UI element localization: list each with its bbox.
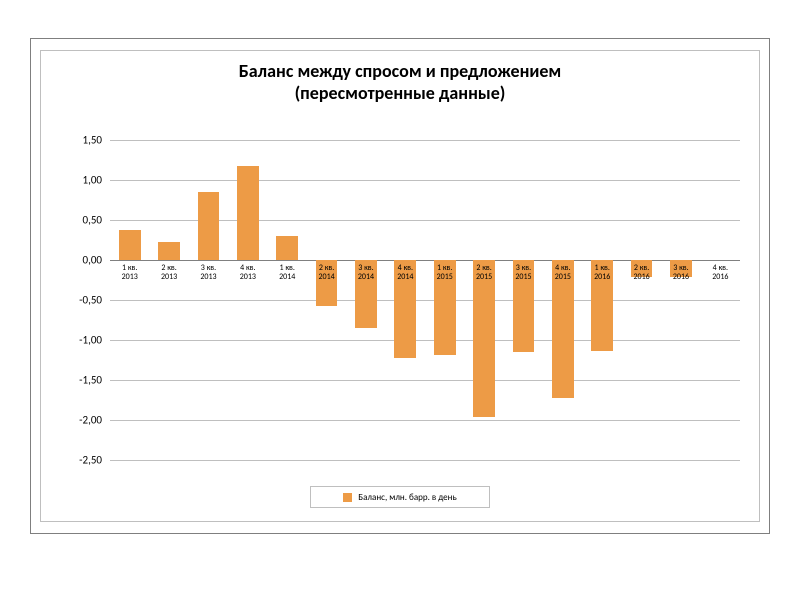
- category-label: 1 кв.2013: [110, 264, 149, 282]
- data-bar: [237, 166, 259, 260]
- y-axis-label: 1,50: [60, 134, 102, 147]
- category-label: 2 кв.2016: [622, 264, 661, 282]
- y-axis-label: -0,50: [60, 294, 102, 307]
- data-bar: [276, 236, 298, 260]
- data-bar: [119, 230, 141, 260]
- category-label: 3 кв.2013: [189, 264, 228, 282]
- chart-title: Баланс между спросом и предложением (пер…: [41, 51, 759, 104]
- chart-plot-area: [110, 140, 740, 460]
- category-label: 3 кв.2016: [661, 264, 700, 282]
- y-axis-label: -1,00: [60, 334, 102, 347]
- chart-title-line2: (пересмотренные данные): [295, 82, 506, 104]
- category-label: 4 кв.2013: [228, 264, 267, 282]
- category-label: 2 кв.2014: [307, 264, 346, 282]
- category-label: 3 кв.2014: [346, 264, 385, 282]
- category-label: 1 кв.2015: [425, 264, 464, 282]
- y-axis-label: 1,00: [60, 174, 102, 187]
- gridline: [110, 180, 740, 181]
- chart-title-line1: Баланс между спросом и предложением: [239, 60, 561, 82]
- y-axis-label: 0,00: [60, 254, 102, 267]
- category-label: 1 кв.2016: [583, 264, 622, 282]
- gridline: [110, 380, 740, 381]
- y-axis-label: -1,50: [60, 374, 102, 387]
- category-label: 3 кв.2015: [504, 264, 543, 282]
- category-label: 1 кв.2014: [268, 264, 307, 282]
- category-label: 2 кв.2015: [464, 264, 503, 282]
- y-axis-label: -2,50: [60, 454, 102, 467]
- y-axis-label: 0,50: [60, 214, 102, 227]
- gridline: [110, 140, 740, 141]
- gridline: [110, 340, 740, 341]
- data-bar: [158, 242, 180, 260]
- gridline: [110, 300, 740, 301]
- legend-swatch: [343, 493, 352, 502]
- category-label: 4 кв.2016: [701, 264, 740, 282]
- gridline: [110, 420, 740, 421]
- data-bar: [473, 260, 495, 417]
- y-axis-label: -2,00: [60, 414, 102, 427]
- category-label: 4 кв.2014: [386, 264, 425, 282]
- gridline: [110, 460, 740, 461]
- chart-legend: Баланс, млн. барр. в день: [310, 486, 490, 508]
- category-label: 2 кв.2013: [149, 264, 188, 282]
- data-bar: [198, 192, 220, 260]
- category-label: 4 кв.2015: [543, 264, 582, 282]
- legend-label: Баланс, млн. барр. в день: [358, 492, 456, 503]
